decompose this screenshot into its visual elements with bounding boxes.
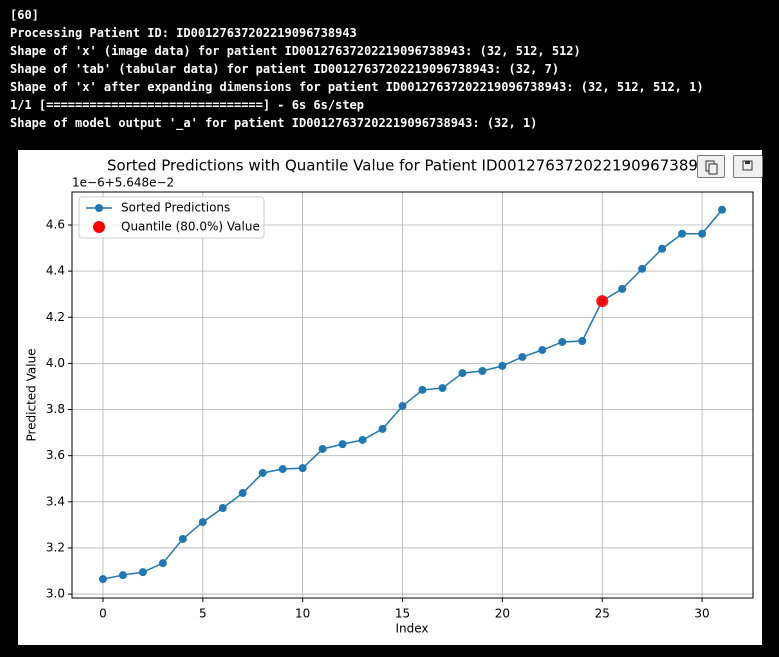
y-tick-label: 4.6 [46, 217, 65, 231]
data-point [698, 229, 707, 238]
data-point [658, 244, 667, 253]
x-tick-label: 10 [295, 607, 310, 621]
data-point [118, 571, 127, 580]
data-point [678, 229, 687, 238]
data-point [138, 568, 147, 577]
data-point [578, 337, 587, 346]
data-point [458, 369, 467, 378]
y-tick-label: 3.0 [46, 587, 65, 601]
y-tick-label: 3.6 [46, 448, 65, 462]
console-line: Processing Patient ID: ID001276372022190… [10, 26, 357, 40]
save-button[interactable] [733, 155, 763, 178]
console-output: [60] Processing Patient ID: ID00127637202… [10, 6, 704, 132]
quantile-point [596, 295, 609, 308]
y-tick-label: 4.0 [46, 356, 65, 370]
x-tick-label: 15 [395, 607, 410, 621]
data-point [298, 464, 307, 473]
data-point [418, 385, 427, 394]
x-tick-label: 0 [99, 607, 107, 621]
data-point [518, 352, 527, 361]
data-point [258, 468, 267, 477]
data-point [358, 435, 367, 444]
legend-box [78, 196, 265, 239]
y-axis-label: Predicted Value [25, 348, 39, 441]
data-point [398, 402, 407, 411]
x-tick-label: 25 [595, 607, 610, 621]
data-point [538, 346, 547, 355]
legend-marker [93, 221, 105, 233]
legend-label: Quantile (80.0%) Value [121, 220, 260, 234]
data-point [558, 337, 567, 346]
data-point [498, 361, 507, 370]
data-point [638, 264, 647, 273]
data-point [218, 504, 227, 513]
console-line: Shape of 'x' (image data) for patient ID… [10, 44, 581, 58]
console-line: Shape of model output '_a' for patient I… [10, 116, 538, 130]
chart: Sorted Predictions with Quantile Value f… [18, 150, 762, 645]
data-point [158, 559, 167, 568]
legend-marker [95, 204, 103, 212]
data-point [438, 384, 447, 393]
y-tick-label: 3.8 [46, 402, 65, 416]
console-line: [60] [10, 8, 39, 22]
y-tick-label: 3.4 [46, 494, 65, 508]
y-tick-label: 4.2 [46, 310, 65, 324]
x-tick-label: 5 [199, 607, 207, 621]
x-axis-label: Index [395, 622, 428, 636]
series-line [102, 209, 723, 580]
data-point [98, 575, 107, 584]
data-point [338, 440, 347, 449]
copy-icon [705, 160, 718, 175]
data-point [618, 284, 627, 293]
console-line: 1/1 [==============================] - 6… [10, 98, 365, 112]
data-point [378, 424, 387, 433]
data-point [178, 534, 187, 543]
y-tick-label: 4.4 [46, 264, 65, 278]
data-point [478, 367, 487, 376]
legend-label: Sorted Predictions [121, 201, 230, 215]
plot-frame [71, 191, 754, 599]
data-point [238, 489, 247, 498]
save-icon [742, 160, 753, 171]
y-tick-label: 3.2 [46, 540, 65, 554]
data-point [318, 444, 327, 453]
copy-button[interactable] [697, 155, 725, 178]
data-point [198, 518, 207, 527]
x-tick-label: 20 [495, 607, 510, 621]
console-line: Shape of 'tab' (tabular data) for patien… [10, 62, 560, 76]
offset-text: 1e−6+5.648e−2 [72, 176, 174, 190]
console-line: Shape of 'x' after expanding dimensions … [10, 80, 704, 94]
chart-title: Sorted Predictions with Quantile Value f… [107, 157, 717, 175]
data-point [718, 205, 727, 214]
data-point [278, 465, 287, 474]
x-tick-label: 30 [694, 607, 709, 621]
